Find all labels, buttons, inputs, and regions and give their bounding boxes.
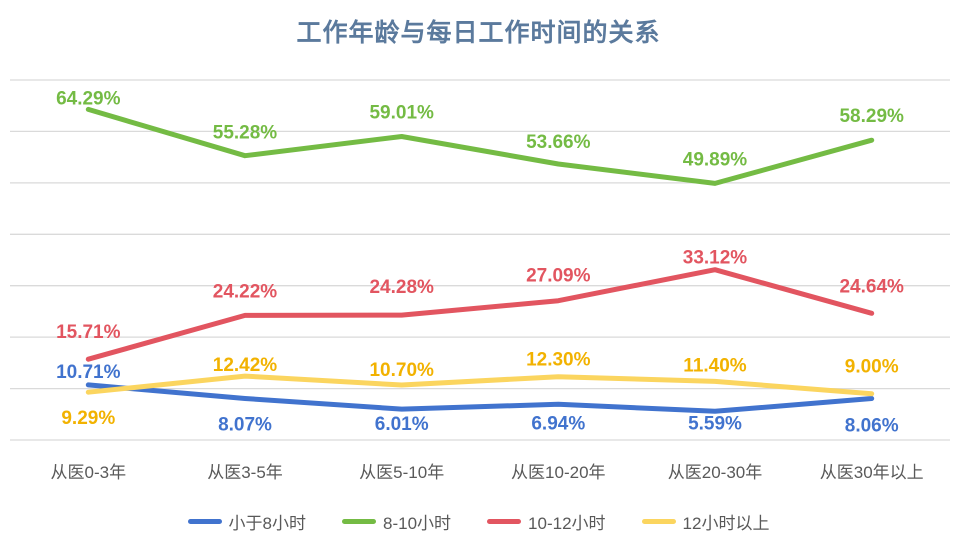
legend-marker-10-12小时 [487, 519, 522, 524]
data-label-10-12小时-从医3-5年: 24.22% [213, 281, 278, 302]
legend-item-10-12小时: 10-12小时 [487, 509, 606, 534]
legend: 小于8小时 8-10小时 10-12小时 12小时以上 [0, 509, 957, 534]
data-label-8-10小时-从医0-3年: 64.29% [56, 88, 121, 109]
data-label-小于8小时-从医3-5年: 8.07% [218, 415, 272, 436]
data-label-小于8小时-从医10-20年: 6.94% [531, 413, 585, 434]
data-label-10-12小时-从医10-20年: 27.09% [526, 266, 591, 287]
data-label-8-10小时-从医5-10年: 59.01% [369, 103, 434, 124]
data-label-12小时以上-从医10-20年: 12.30% [526, 350, 591, 371]
x-axis-label-从医5-10年: 从医5-10年 [359, 463, 444, 482]
data-label-10-12小时-从医5-10年: 24.28% [369, 277, 434, 298]
data-label-12小时以上-从医5-10年: 10.70% [369, 360, 434, 381]
x-axis-label-从医3-5年: 从医3-5年 [207, 463, 283, 482]
legend-marker-小于8小时 [187, 519, 222, 524]
x-axis-label-从医0-3年: 从医0-3年 [51, 463, 127, 482]
legend-marker-8-10小时 [342, 519, 377, 524]
data-label-12小时以上-从医3-5年: 12.42% [213, 355, 278, 376]
series-line-12小时以上 [85, 373, 875, 397]
data-label-小于8小时-从医5-10年: 6.01% [375, 414, 429, 435]
legend-item-12小时以上: 12小时以上 [641, 509, 770, 534]
data-label-8-10小时-从医20-30年: 49.89% [683, 149, 748, 170]
legend-item-8-10小时: 8-10小时 [342, 509, 451, 534]
legend-marker-12小时以上 [641, 519, 676, 524]
legend-label-8-10小时: 8-10小时 [383, 514, 452, 533]
data-label-8-10小时-从医10-20年: 53.66% [526, 132, 591, 153]
data-label-10-12小时-从医20-30年: 33.12% [683, 248, 748, 269]
series-line-8-10小时 [85, 106, 875, 186]
x-axis-label-从医20-30年: 从医20-30年 [668, 463, 762, 482]
legend-label-小于8小时: 小于8小时 [228, 514, 307, 533]
data-label-12小时以上-从医20-30年: 11.40% [683, 355, 746, 376]
data-label-8-10小时-从医3-5年: 55.28% [213, 123, 278, 144]
series-line-10-12小时 [85, 267, 875, 362]
data-label-小于8小时-从医0-3年: 10.71% [56, 362, 121, 383]
series-line-小于8小时 [85, 382, 875, 414]
legend-item-小于8小时: 小于8小时 [187, 509, 307, 534]
data-label-12小时以上-从医30年以上: 9.00% [845, 357, 899, 378]
data-label-小于8小时-从医20-30年: 5.59% [688, 413, 742, 434]
data-label-10-12小时-从医30年以上: 24.64% [839, 276, 904, 297]
legend-label-10-12小时: 10-12小时 [528, 514, 606, 533]
x-axis-label-从医30年以上: 从医30年以上 [820, 463, 924, 482]
chart-title: 工作年龄与每日工作时间的关系 [296, 19, 661, 47]
data-label-12小时以上-从医0-3年: 9.29% [61, 408, 115, 429]
data-label-10-12小时-从医0-3年: 15.71% [56, 322, 121, 343]
legend-label-12小时以上: 12小时以上 [682, 514, 770, 533]
data-label-小于8小时-从医30年以上: 8.06% [845, 416, 899, 437]
x-axis-label-从医10-20年: 从医10-20年 [511, 463, 605, 482]
data-label-8-10小时-从医30年以上: 58.29% [839, 106, 904, 127]
